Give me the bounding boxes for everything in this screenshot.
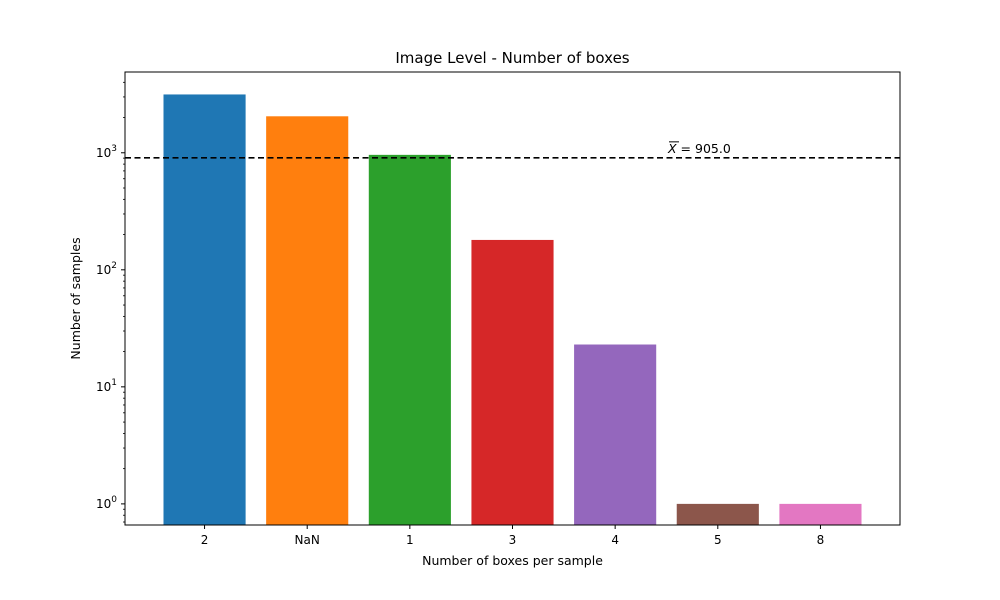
x-tick-label: 4 [611,533,619,547]
x-tick-label: 5 [714,533,722,547]
x-axis-label: Number of boxes per sample [422,553,603,568]
x-tick-label: NaN [295,533,320,547]
mean-value-text: = 905.0 [677,141,731,156]
mean-label: X = 905.0 [667,141,731,156]
bar-8 [779,503,862,525]
bar-NaN [266,116,349,526]
bar-1 [368,154,451,525]
x-tick-label: 1 [406,533,414,547]
bar-2 [163,94,246,525]
y-tick-label: 101 [96,378,117,394]
mean-symbol: X [667,141,677,156]
x-tick-label: 8 [817,533,825,547]
y-tick-label: 100 [96,495,117,511]
bar-5 [676,503,759,525]
y-axis-label: Number of samples [68,237,83,359]
chart-title: Image Level - Number of boxes [395,49,629,67]
y-tick-label: 102 [96,261,117,277]
y-tick-label: 103 [96,144,117,160]
x-tick-label: 2 [201,533,209,547]
y-ticks-group: 100 101 102 103 [96,144,125,511]
x-ticks-group: 2 NaN 1 3 4 5 8 [201,525,825,547]
bar-3 [471,239,554,526]
x-tick-label: 3 [509,533,517,547]
plot-frame [124,71,901,526]
bar-4 [574,344,657,525]
bars-group [163,94,862,526]
